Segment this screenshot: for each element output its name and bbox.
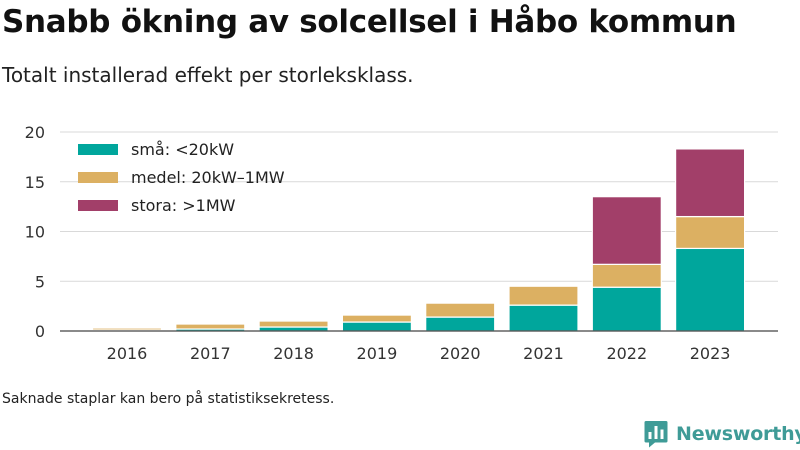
bar-segment-medel-2017 <box>175 323 246 330</box>
x-tick-label: 2019 <box>357 344 398 363</box>
y-tick-label: 5 <box>35 272 45 291</box>
x-tick-label: 2017 <box>190 344 231 363</box>
legend-swatch <box>78 200 118 211</box>
x-tick-label: 2021 <box>523 344 564 363</box>
bar-segment-stora-2022 <box>591 196 662 265</box>
bar-segment-stora-2023 <box>674 148 746 218</box>
x-tick-label: 2022 <box>606 344 647 363</box>
x-tick-label: 2023 <box>690 344 731 363</box>
bar-segment-medel-2018 <box>258 320 329 328</box>
stacked-bar-chart: 0 5 10 15 20 2016 2017 2018 2019 2020 2021 2022 2023… <box>25 123 778 363</box>
bar-segment-medel-2021 <box>508 285 579 306</box>
chart-title: Snabb ökning av solcellsel i Håbo kommun <box>2 4 737 40</box>
x-tick-label: 2018 <box>273 344 314 363</box>
bar-segment-små-2020 <box>425 316 496 332</box>
y-tick-label: 10 <box>25 223 45 242</box>
bar-segment-medel-2023 <box>674 215 746 250</box>
y-tick-label: 15 <box>25 173 45 192</box>
brand-name: Newsworthy <box>676 423 800 445</box>
y-tick-label: 0 <box>35 322 45 341</box>
bar-segment-små-2019 <box>341 321 412 332</box>
footnote: Saknade staplar kan bero på statistiksek… <box>2 391 335 407</box>
brand-logo: Newsworthy <box>644 420 800 448</box>
legend-swatch <box>78 144 118 155</box>
x-tick-label: 2016 <box>107 344 148 363</box>
chart-subtitle: Totalt installerad effekt per storlekskl… <box>2 63 414 87</box>
legend-label: medel: 20kW–1MW <box>131 168 285 187</box>
legend-swatch <box>78 172 118 183</box>
bar-segment-medel-2019 <box>341 314 412 323</box>
bar-segment-små-2023 <box>674 247 746 332</box>
bar-segment-medel-2016 <box>91 327 163 331</box>
bar-segment-medel-2022 <box>591 263 662 288</box>
bar-segment-små-2021 <box>508 304 579 332</box>
legend-label: små: <20kW <box>131 140 234 159</box>
x-tick-label: 2020 <box>440 344 481 363</box>
bar-segment-medel-2020 <box>425 302 496 318</box>
newsworthy-bar-chart-logo-icon <box>644 421 668 448</box>
legend-label: stora: >1MW <box>131 196 236 215</box>
y-tick-label: 20 <box>25 123 45 142</box>
bar-segment-små-2022 <box>591 286 662 332</box>
